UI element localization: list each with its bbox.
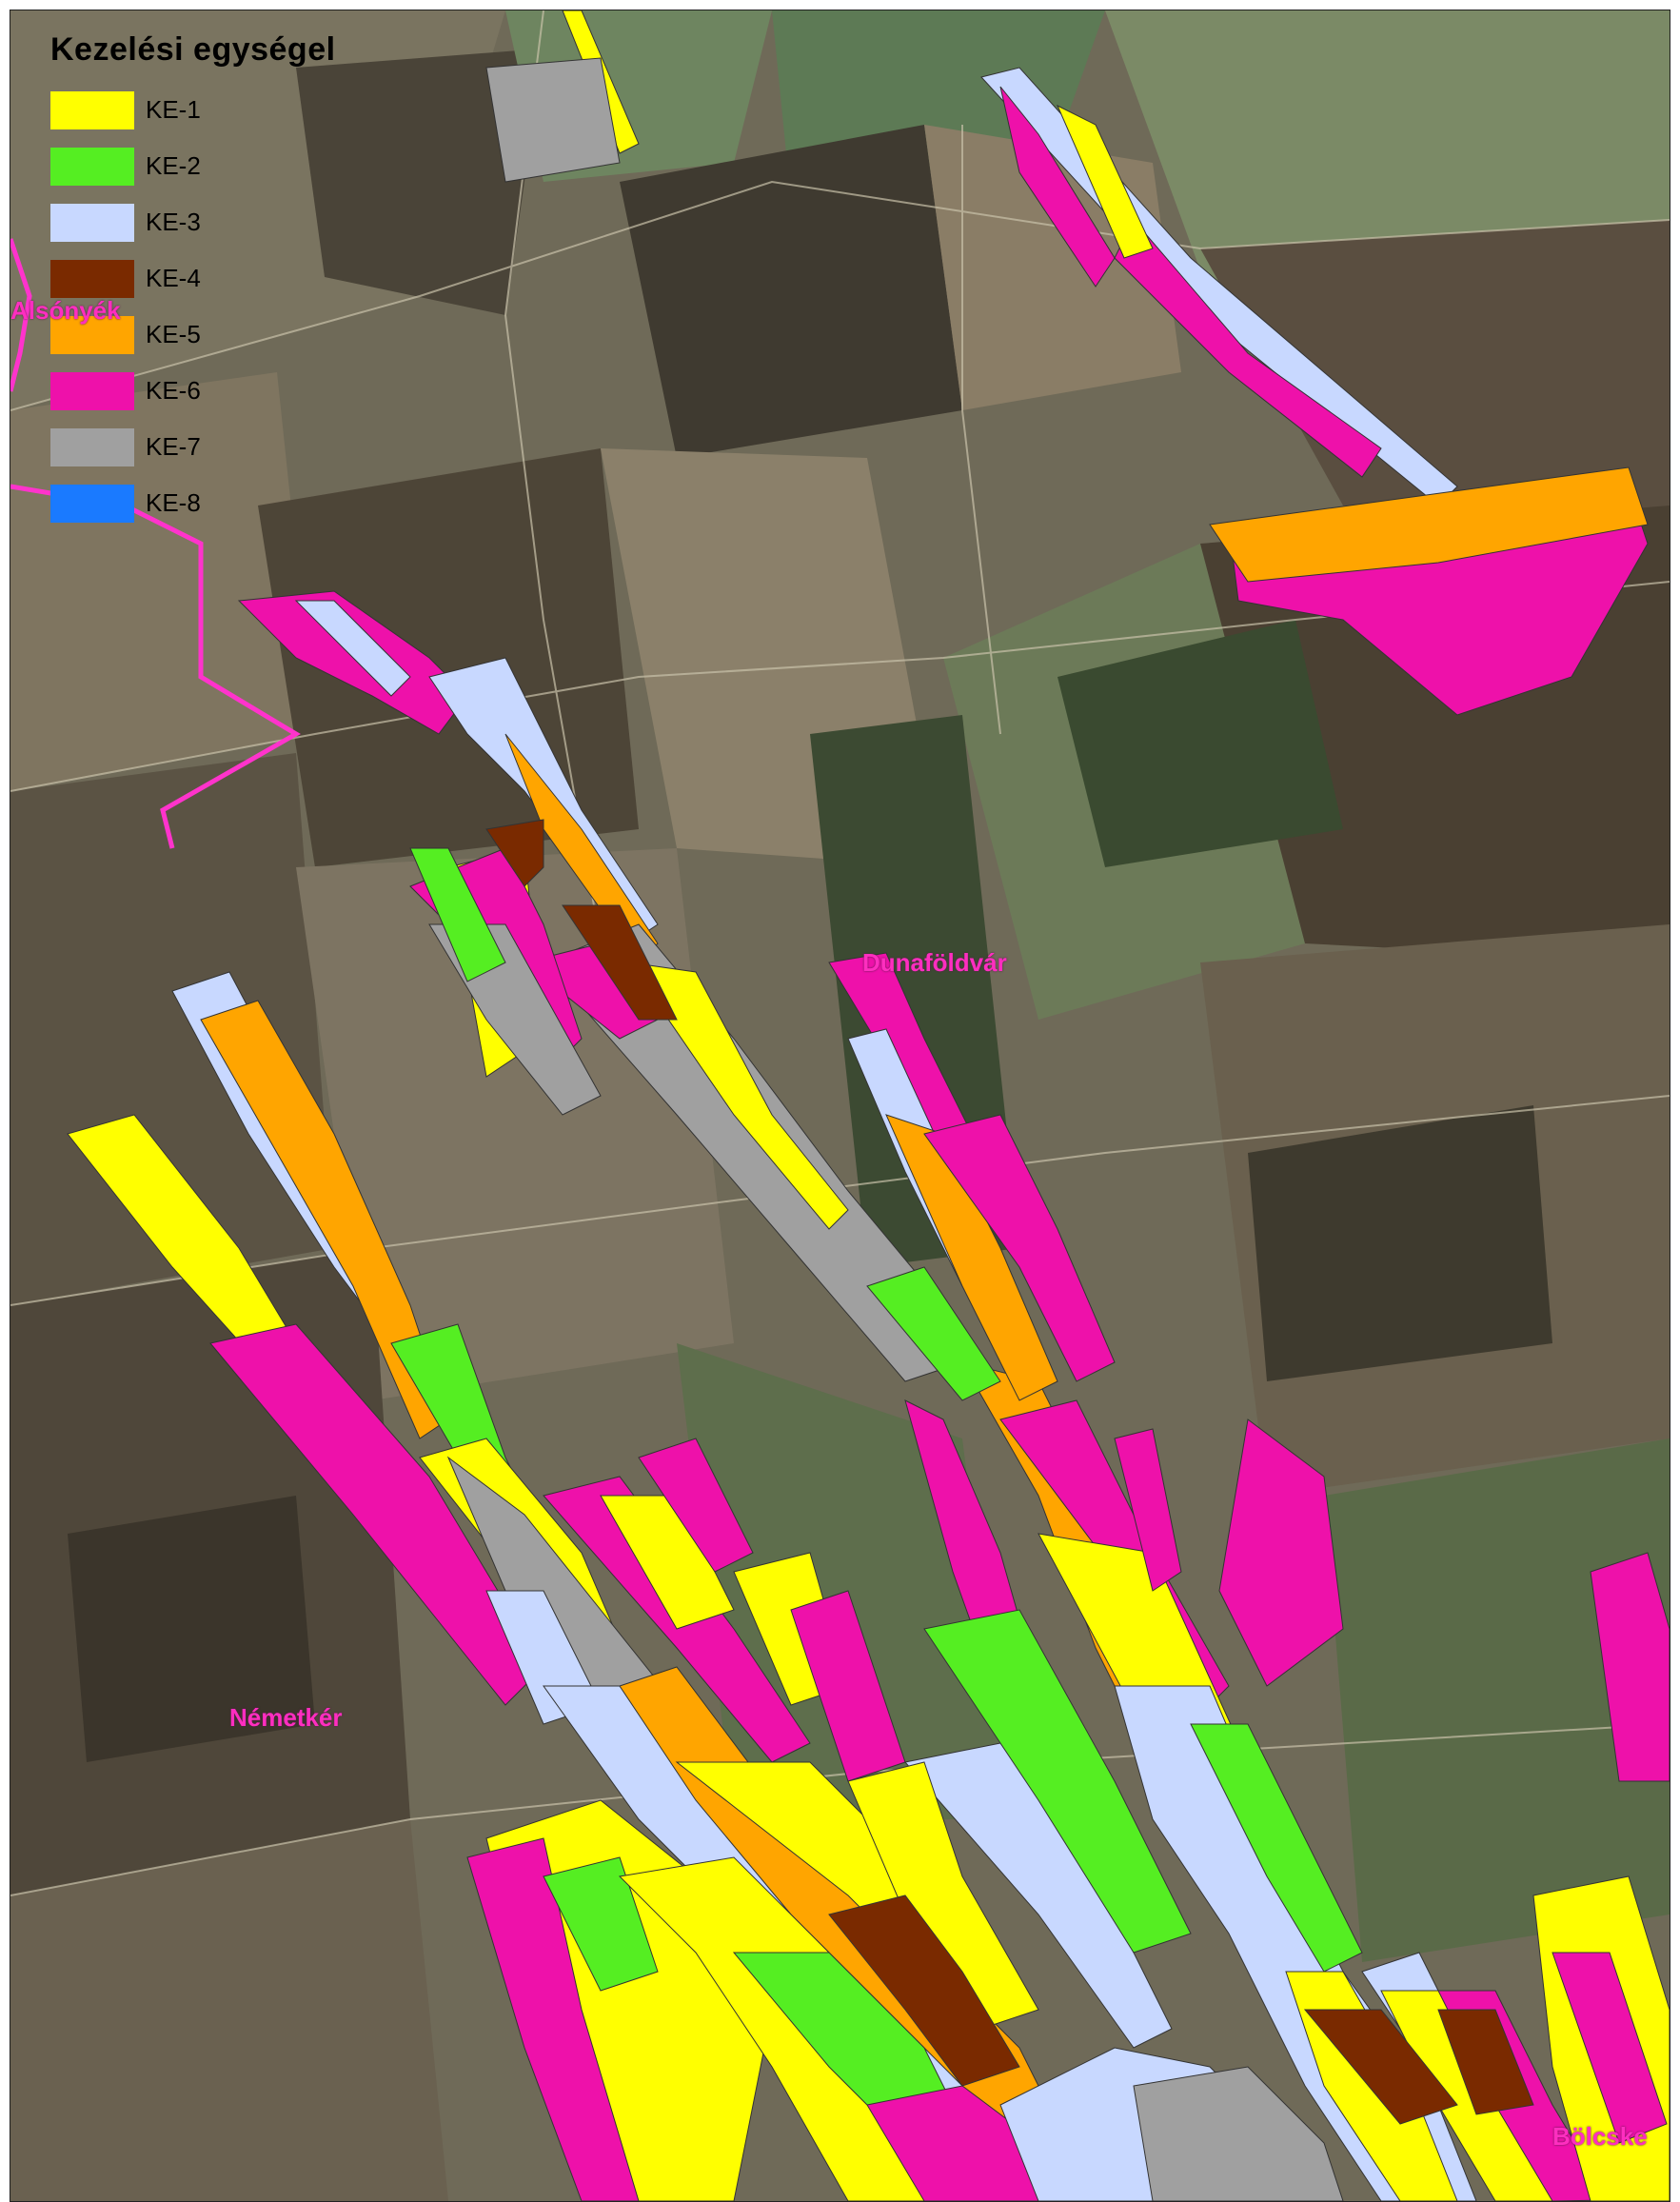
legend-item-ke-1: KE-1 <box>50 82 336 138</box>
legend-item-ke-2: KE-2 <box>50 138 336 194</box>
legend-label: KE-7 <box>146 432 201 461</box>
legend-label: KE-6 <box>146 376 201 405</box>
legend-swatch <box>50 371 134 410</box>
legend-swatch <box>50 427 134 466</box>
place-label-bolcske: Bölcske <box>1552 2122 1648 2151</box>
place-label-dunafoldvar: Dunaföldvár <box>862 948 1007 977</box>
legend-label: KE-2 <box>146 151 201 180</box>
map-frame[interactable]: Kezelési egységel KE-1 KE-2 KE-3 KE-4 KE… <box>10 10 1670 2202</box>
legend-swatch <box>50 147 134 186</box>
legend-swatch <box>50 315 134 354</box>
legend-label: KE-1 <box>146 95 201 124</box>
legend-label: KE-5 <box>146 320 201 348</box>
satellite-map[interactable] <box>10 10 1670 2201</box>
legend-swatch <box>50 259 134 298</box>
legend-label: KE-3 <box>146 208 201 236</box>
place-label-nemetker: Németkér <box>229 1703 343 1732</box>
legend-swatch <box>50 484 134 523</box>
legend-item-ke-5: KE-5 <box>50 307 336 363</box>
legend-item-ke-6: KE-6 <box>50 363 336 419</box>
map-legend: Kezelési egységel KE-1 KE-2 KE-3 KE-4 KE… <box>22 31 336 531</box>
legend-swatch <box>50 90 134 129</box>
place-label-alsonyek: Alsónyék <box>10 296 121 325</box>
legend-swatch <box>50 203 134 242</box>
legend-title: Kezelési egységel <box>50 31 336 68</box>
legend-item-ke-4: KE-4 <box>50 250 336 307</box>
legend-item-ke-8: KE-8 <box>50 475 336 531</box>
management-units <box>67 10 1670 2201</box>
legend-item-ke-3: KE-3 <box>50 194 336 250</box>
legend-label: KE-8 <box>146 488 201 517</box>
legend-item-ke-7: KE-7 <box>50 419 336 475</box>
legend-label: KE-4 <box>146 264 201 292</box>
